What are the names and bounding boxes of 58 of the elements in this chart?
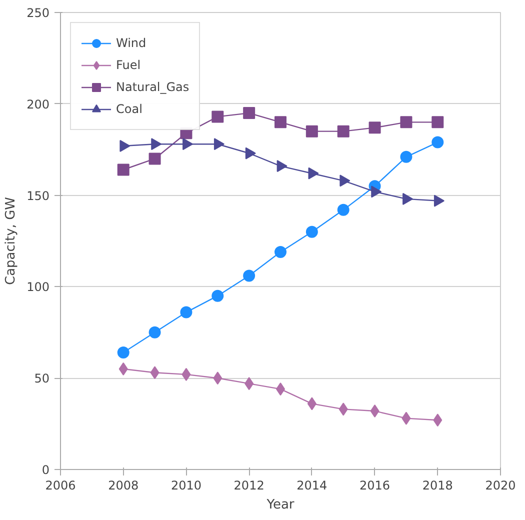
- point: [182, 368, 191, 381]
- point: [118, 362, 128, 376]
- point: [180, 306, 192, 318]
- y-tick-label: 150: [26, 188, 50, 203]
- y-tick-label: 0: [42, 463, 50, 477]
- x-tick-label: 2018: [422, 478, 453, 492]
- point: [274, 116, 286, 128]
- y-tick-label: 50: [34, 372, 50, 386]
- x-tick-label: 2016: [360, 478, 390, 492]
- point: [434, 194, 444, 207]
- y-tick-label: 100: [26, 280, 50, 294]
- x-tick-label: 2020: [485, 478, 516, 492]
- point: [213, 372, 222, 385]
- point: [432, 116, 444, 128]
- point: [148, 326, 161, 338]
- point: [148, 152, 161, 165]
- legend-label: Coal: [116, 102, 142, 116]
- x-tick-label: 2008: [108, 478, 139, 492]
- point: [402, 192, 414, 205]
- point: [371, 186, 382, 198]
- point: [337, 125, 350, 138]
- point: [433, 414, 442, 427]
- point: [308, 167, 319, 180]
- point: [370, 404, 380, 418]
- legend-label: Fuel: [116, 58, 141, 72]
- point: [400, 116, 412, 128]
- point: [340, 174, 350, 187]
- point: [243, 107, 256, 120]
- y-axis-title: Capacity, GW: [4, 196, 19, 285]
- point: [212, 290, 224, 302]
- point: [150, 366, 160, 380]
- point: [402, 412, 411, 425]
- legend-label: Wind: [116, 36, 146, 50]
- x-axis-title: Year: [266, 498, 295, 512]
- point: [276, 160, 288, 172]
- x-tick-label: 2012: [234, 478, 264, 492]
- point: [337, 204, 350, 216]
- point: [307, 397, 316, 410]
- point: [117, 346, 130, 358]
- point: [243, 270, 256, 282]
- y-tick-label: 200: [26, 97, 50, 112]
- point: [214, 138, 224, 150]
- point: [245, 147, 256, 160]
- point: [274, 246, 286, 258]
- point: [212, 110, 224, 123]
- x-tick-label: 2010: [170, 478, 202, 492]
- x-tick-label: 2014: [296, 478, 328, 492]
- point: [400, 150, 412, 163]
- point: [117, 164, 130, 176]
- x-tick-label: 2006: [45, 478, 76, 492]
- point: [306, 125, 318, 138]
- point: [244, 377, 254, 390]
- point: [368, 122, 381, 134]
- point: [432, 136, 444, 148]
- legend-label: Natural_Gas: [116, 80, 190, 94]
- y-tick-label: 250: [26, 6, 50, 20]
- point: [306, 226, 318, 238]
- point: [338, 402, 348, 416]
